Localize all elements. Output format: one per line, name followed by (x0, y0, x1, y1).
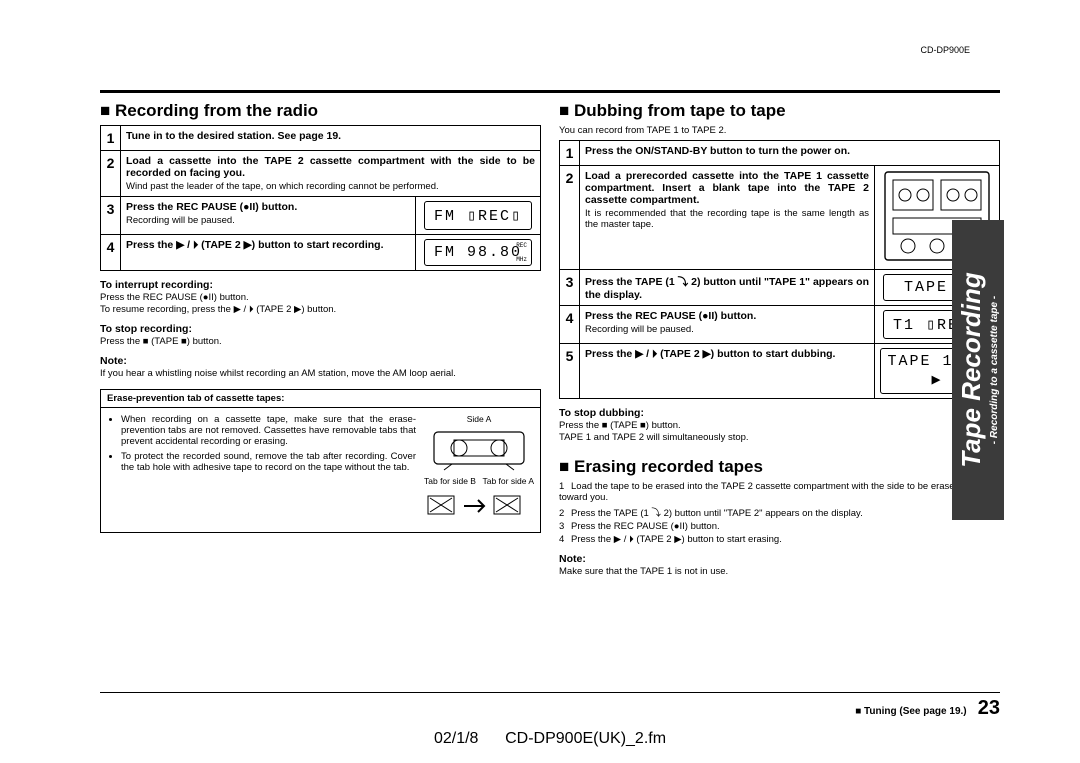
label-tab-b: Tab for side B (424, 476, 476, 486)
cassette-tab-illustration: Side A Tab for side B Tab for side A (424, 414, 534, 526)
step-number: 3 (101, 197, 121, 235)
content-columns: Recording from the radio 1 Tune in to th… (100, 101, 1000, 577)
step-number: 5 (560, 344, 580, 399)
box-body: When recording on a cassette tape, make … (101, 408, 540, 532)
box-list: When recording on a cassette tape, make … (107, 414, 416, 526)
step-text: Press the ON/STAND-BY button to turn the… (580, 141, 1000, 166)
step-number: 2 (560, 166, 580, 270)
body-note-right: Make sure that the TAPE 1 is not in use. (559, 566, 1000, 577)
erase-step: 1Load the tape to be erased into the TAP… (559, 481, 1000, 503)
intro-dubbing: You can record from TAPE 1 to TAPE 2. (559, 125, 1000, 136)
page-number: 23 (978, 697, 1000, 719)
step-number: 4 (560, 306, 580, 344)
manual-page: CD-DP900E Recording from the radio 1 Tun… (100, 60, 1000, 720)
step-text: Tune in to the desired station. See page… (121, 126, 541, 151)
step-text: Press the REC PAUSE (●II) button. Record… (121, 197, 416, 235)
body-interrupt-2: To resume recording, press the ▶ / ⏵ (TA… (100, 304, 541, 315)
erase-text: Press the REC PAUSE (●II) button. (571, 521, 720, 532)
step-number: 3 (560, 270, 580, 306)
step-text: Press the TAPE (1 ⤵ 2) button until "TAP… (580, 270, 875, 306)
body-interrupt-1: Press the REC PAUSE (●II) button. (100, 292, 541, 303)
step-text-sub: It is recommended that the recording tap… (585, 208, 869, 230)
steps-table-left: 1 Tune in to the desired station. See pa… (100, 125, 541, 271)
lcd-fm-freq-icon: REC FM 98.80 MHz (424, 239, 532, 266)
body-stop-dub-2: TAPE 1 and TAPE 2 will simultaneously st… (559, 432, 1000, 443)
subhead-interrupt: To interrupt recording: (100, 279, 541, 291)
step-number: 4 (101, 235, 121, 271)
step-number: 2 (101, 151, 121, 197)
step-text: Load a cassette into the TAPE 2 cassette… (121, 151, 541, 197)
erase-text: Load the tape to be erased into the TAPE… (559, 481, 988, 503)
lcd-rec-badge: REC (516, 242, 527, 249)
left-column: Recording from the radio 1 Tune in to th… (100, 101, 541, 577)
step-text: Press the ▶ / ⏵ (TAPE 2 ▶) button to sta… (580, 344, 875, 399)
subhead-note-right: Note: (559, 553, 1000, 565)
lcd-fm-rec-icon: FM ▯REC▯ (424, 201, 532, 230)
step-text-main: Press the REC PAUSE (●II) button. (585, 310, 756, 322)
steps-table-right: 1 Press the ON/STAND-BY button to turn t… (559, 140, 1000, 399)
step-text: Press the ▶ / ⏵ (TAPE 2 ▶) button to sta… (121, 235, 416, 271)
erase-prevention-box: Erase-prevention tab of cassette tapes: … (100, 389, 541, 533)
body-stop-dub-1: Press the ■ (TAPE ■) button. (559, 420, 1000, 431)
heading-record-radio: Recording from the radio (100, 101, 541, 121)
step-text-main: Load a cassette into the TAPE 2 cassette… (126, 155, 535, 179)
right-column: Dubbing from tape to tape You can record… (559, 101, 1000, 577)
model-code: CD-DP900E (920, 45, 970, 55)
tuning-ref: ■ Tuning (See page 19.) (855, 706, 966, 717)
step-text: Load a prerecorded cassette into the TAP… (580, 166, 875, 270)
file-footer: 02/1/8 CD-DP900E(UK)_2.fm (100, 730, 1000, 748)
side-tab-text: Tape Recording - Recording to a cassette… (956, 272, 1000, 468)
box-list-item: When recording on a cassette tape, make … (121, 414, 416, 447)
step-text-main: Load a prerecorded cassette into the TAP… (585, 170, 869, 206)
lcd-unit: MHz (516, 256, 527, 263)
box-title: Erase-prevention tab of cassette tapes: (101, 390, 540, 408)
erase-step: 2Press the TAPE (1 ⤵ 2) button until "TA… (559, 505, 1000, 519)
side-tab-sub: - Recording to a cassette tape - (989, 272, 1000, 468)
side-tab-title: Tape Recording (956, 272, 987, 468)
erase-steps: 1Load the tape to be erased into the TAP… (559, 481, 1000, 545)
step-number: 1 (560, 141, 580, 166)
top-rule (100, 90, 1000, 93)
cassette-icon (424, 426, 534, 474)
step-text-sub: Wind past the leader of the tape, on whi… (126, 181, 535, 192)
box-list-item: To protect the recorded sound, remove th… (121, 451, 416, 473)
erase-text: Press the ▶ / ⏵ (TAPE 2 ▶) button to sta… (571, 534, 782, 545)
side-tab: Tape Recording - Recording to a cassette… (952, 220, 1004, 520)
step-text-sub: Recording will be paused. (126, 215, 410, 226)
label-tab-a: Tab for side A (482, 476, 534, 486)
file-name: CD-DP900E(UK)_2.fm (505, 730, 666, 747)
lcd-main: FM 98.80 (434, 244, 522, 261)
subhead-stop: To stop recording: (100, 323, 541, 335)
erase-step: 4Press the ▶ / ⏵ (TAPE 2 ▶) button to st… (559, 534, 1000, 545)
step-text-sub: Recording will be paused. (585, 324, 869, 335)
lcd-cell: REC FM 98.80 MHz (416, 235, 541, 271)
lcd-cell: FM ▯REC▯ (416, 197, 541, 235)
step-number: 1 (101, 126, 121, 151)
erase-step: 3Press the REC PAUSE (●II) button. (559, 521, 1000, 532)
step-text: Press the REC PAUSE (●II) button. Record… (580, 306, 875, 344)
body-stop: Press the ■ (TAPE ■) button. (100, 336, 541, 347)
page-footer: ■ Tuning (See page 19.) 23 (100, 692, 1000, 720)
subhead-stop-dub: To stop dubbing: (559, 407, 1000, 419)
tape-arrow-icon (424, 488, 534, 524)
body-note: If you hear a whistling noise whilst rec… (100, 368, 541, 379)
date-stamp: 02/1/8 (434, 730, 478, 747)
heading-erasing: Erasing recorded tapes (559, 457, 1000, 477)
label-side-a: Side A (467, 414, 492, 424)
heading-dubbing: Dubbing from tape to tape (559, 101, 1000, 121)
subhead-note: Note: (100, 355, 541, 367)
step-text-main: Press the REC PAUSE (●II) button. (126, 201, 297, 213)
erase-text: Press the TAPE (1 ⤵ 2) button until "TAP… (571, 508, 863, 519)
